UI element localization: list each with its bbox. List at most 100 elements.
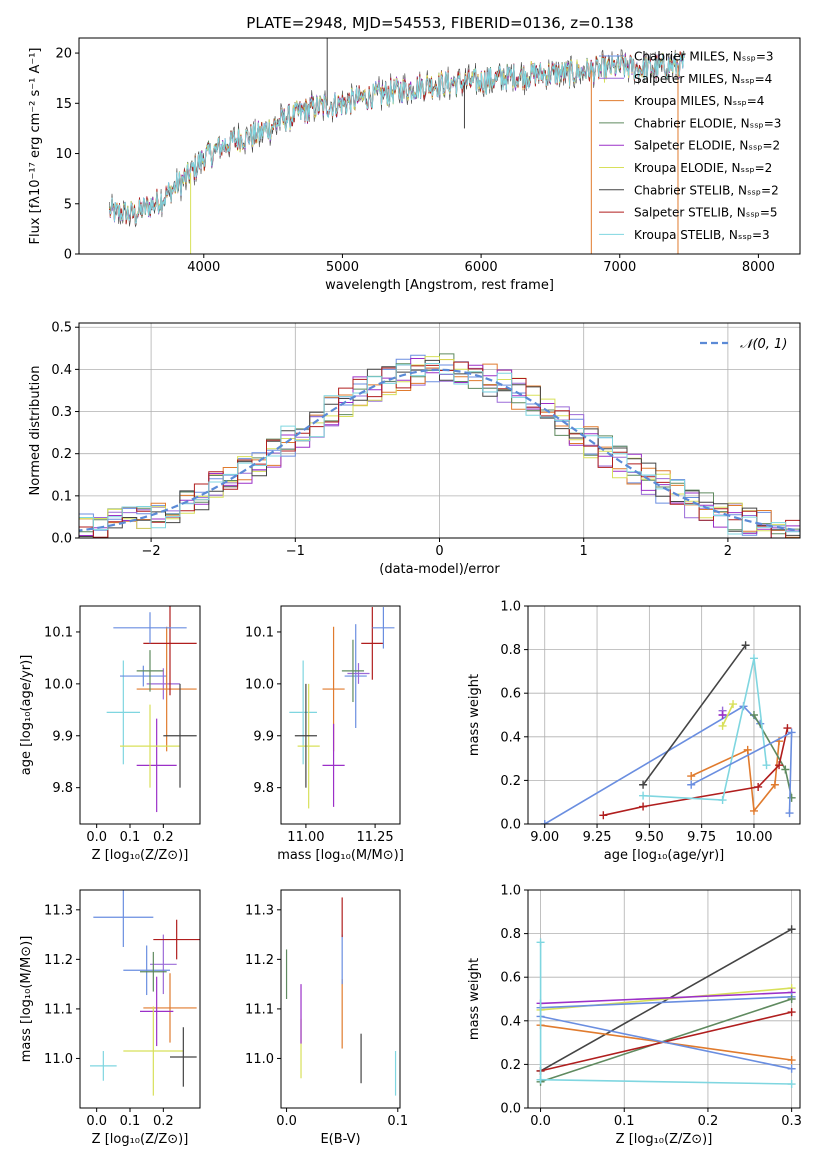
x-tick-label: 9.00 bbox=[530, 830, 559, 845]
y-tick-label: 9.9 bbox=[253, 729, 274, 744]
weight-marker bbox=[783, 724, 792, 733]
x-tick-label: 7000 bbox=[603, 260, 636, 275]
legend-label: Kroupa MILES, Nₛₛₚ=4 bbox=[634, 94, 764, 108]
x-tick-label: 0.2 bbox=[698, 1114, 719, 1129]
errorbar-point bbox=[153, 919, 200, 960]
axes-frame bbox=[79, 605, 201, 825]
axes-age_vs_Z: 0.0 0.1 0.2 9.8 9.9 10.0 10.1 Z [log₁₀(Z/Z⊙)] ag… bbox=[19, 605, 201, 863]
spectrum-line bbox=[109, 52, 685, 224]
errorbar-point bbox=[136, 718, 177, 813]
y-tick-label: 0.0 bbox=[51, 532, 72, 547]
errorbar-point bbox=[143, 973, 197, 1043]
plot-area bbox=[90, 890, 200, 1096]
x-tick-label: 1 bbox=[580, 544, 588, 559]
weight-marker bbox=[718, 721, 727, 730]
weight-marker bbox=[787, 793, 796, 802]
y-tick-label: 20 bbox=[55, 47, 72, 62]
errorbar-point bbox=[136, 650, 164, 692]
weight-marker bbox=[781, 765, 790, 774]
weight-marker bbox=[787, 1080, 796, 1089]
y-tick-label: 0.4 bbox=[500, 1014, 521, 1029]
plot-area bbox=[285, 897, 397, 1096]
errorbar-point bbox=[90, 1051, 117, 1081]
legend-label: 𝒩(0, 1) bbox=[740, 337, 787, 352]
errorbar-point bbox=[120, 704, 180, 788]
y-tick-label: 11.2 bbox=[245, 953, 274, 968]
y-tick-label: 11.1 bbox=[44, 1002, 73, 1017]
y-tick-label: 0.6 bbox=[500, 687, 521, 702]
y-tick-label: 11.0 bbox=[245, 1052, 274, 1067]
weight-marker bbox=[536, 1075, 545, 1084]
legend-label: Chabrier MILES, Nₛₛₚ=3 bbox=[634, 50, 774, 64]
y-tick-label: 0.1 bbox=[51, 489, 72, 504]
y-tick-label: 0.0 bbox=[500, 818, 521, 833]
x-axis-label: wavelength [Angstrom, rest frame] bbox=[325, 278, 554, 293]
axes-frame bbox=[280, 889, 401, 1109]
weight-line bbox=[540, 1011, 792, 1072]
weight-marker bbox=[749, 711, 758, 719]
weight-line bbox=[721, 703, 734, 727]
y-tick-label: 9.8 bbox=[52, 781, 73, 796]
plot-area bbox=[106, 606, 197, 813]
y-axis-label: Normed distribution bbox=[28, 366, 43, 496]
x-tick-label: 10.00 bbox=[735, 830, 772, 845]
y-axis-label: mass [log₁₀(M/M⊙)] bbox=[19, 936, 34, 1063]
weight-marker bbox=[639, 780, 648, 789]
x-tick-label: 9.50 bbox=[635, 830, 664, 845]
errorbar-point bbox=[120, 665, 167, 687]
y-tick-label: 1.0 bbox=[500, 600, 521, 615]
axes-frame bbox=[78, 37, 801, 255]
weight-line bbox=[540, 1078, 792, 1085]
weight-line bbox=[643, 658, 768, 801]
weight-marker bbox=[770, 780, 779, 789]
errorbar-point bbox=[143, 606, 197, 696]
axes-frame bbox=[79, 889, 201, 1109]
errorbar-point bbox=[136, 626, 197, 752]
x-tick-label: 9.75 bbox=[687, 830, 716, 845]
y-tick-label: 11.2 bbox=[44, 953, 73, 968]
weight-marker bbox=[687, 780, 696, 789]
weight-marker bbox=[762, 761, 771, 770]
legend-label: Kroupa ELODIE, Nₛₛₚ=2 bbox=[634, 161, 772, 175]
errorbar-point bbox=[106, 660, 140, 765]
y-axis-label: mass weight bbox=[467, 958, 482, 1040]
y-tick-label: 10 bbox=[55, 147, 72, 162]
y-axis-label: mass weight bbox=[467, 674, 482, 756]
axes-residual_hist: −2 −1 0 1 2 0.0 0.1 0.2 0.3 0.4 0.5 (data-model)/er… bbox=[28, 321, 801, 577]
x-axis-label: Z [log₁₀(Z/Z⊙)] bbox=[92, 848, 189, 863]
x-tick-label: −2 bbox=[142, 544, 161, 559]
x-axis-label: E(B-V) bbox=[320, 1132, 360, 1147]
x-tick-label: 0.0 bbox=[86, 830, 107, 845]
axes-frame bbox=[527, 889, 801, 1109]
x-tick-label: 5000 bbox=[326, 260, 359, 275]
errorbar-point bbox=[146, 668, 180, 700]
histogram-step bbox=[79, 363, 800, 535]
legend: Chabrier MILES, Nₛₛₚ=3 Salpeter MILES, Nₛ… bbox=[599, 50, 781, 242]
x-axis-label: Z [log₁₀(Z/Z⊙)] bbox=[92, 1132, 189, 1147]
y-tick-label: 0 bbox=[64, 248, 72, 263]
x-tick-label: 0.1 bbox=[120, 1114, 141, 1129]
x-axis-label: Z [log₁₀(Z/Z⊙)] bbox=[616, 1132, 713, 1147]
x-tick-label: 0.3 bbox=[781, 1114, 802, 1129]
x-tick-label: 0 bbox=[435, 544, 443, 559]
weight-line bbox=[603, 727, 789, 817]
x-axis-label: age [log₁₀(age/yr)] bbox=[604, 848, 725, 863]
errorbar-point bbox=[123, 945, 170, 996]
weight-marker bbox=[599, 811, 608, 820]
y-tick-label: 0.4 bbox=[51, 363, 72, 378]
x-tick-label: 0.0 bbox=[276, 1114, 297, 1129]
y-tick-label: 0.6 bbox=[500, 971, 521, 986]
y-tick-label: 10.0 bbox=[44, 677, 73, 692]
legend-label: Salpeter ELODIE, Nₛₛₚ=2 bbox=[634, 139, 780, 153]
errorbar-point bbox=[170, 1027, 197, 1087]
x-tick-label: 0.0 bbox=[530, 1114, 551, 1129]
axes-spectrum: 4000 5000 6000 7000 8000 0 5 10 15 20 wavelength [… bbox=[28, 37, 801, 293]
weight-line bbox=[540, 998, 792, 1083]
errorbar-point bbox=[347, 663, 370, 684]
y-tick-label: 0.8 bbox=[500, 643, 521, 658]
axes-frame bbox=[527, 605, 801, 825]
weight-marker bbox=[718, 796, 727, 805]
weight-marker bbox=[787, 728, 796, 737]
weight-marker bbox=[536, 938, 545, 947]
